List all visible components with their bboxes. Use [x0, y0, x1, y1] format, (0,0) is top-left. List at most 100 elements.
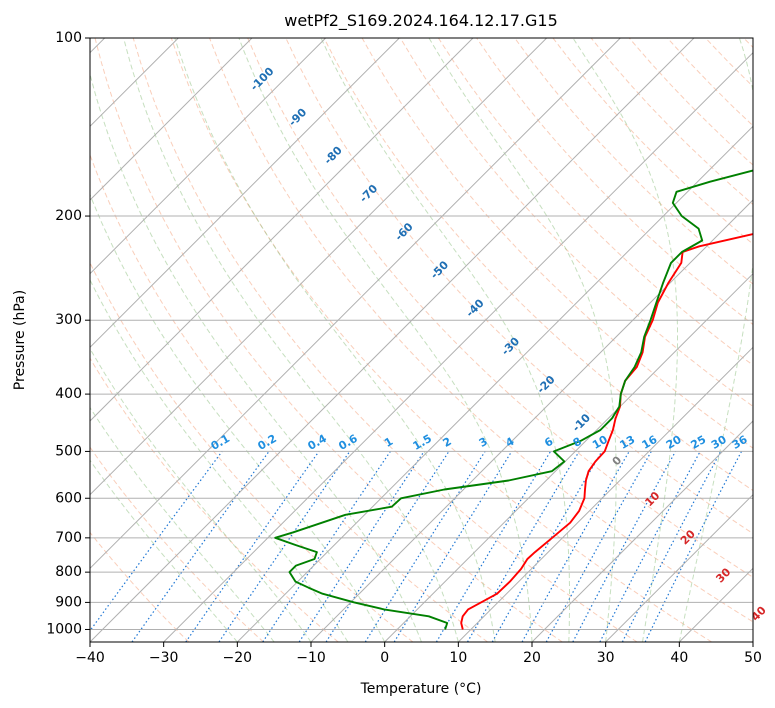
dry-adiabat	[743, 38, 753, 49]
moist-adiabat	[90, 406, 275, 642]
temperature-profile-line	[460, 233, 753, 630]
y-tick-label: 300	[55, 312, 82, 328]
moist-adiabat	[572, 38, 678, 642]
mixing-ratio-label: 36	[730, 433, 750, 452]
x-tick-label: −30	[149, 650, 179, 666]
moist-adiabat	[90, 459, 238, 642]
x-tick-label: −20	[223, 650, 253, 666]
isopleth-labels: -100-90-80-70-60-50-40-30-20-10010203040…	[209, 65, 769, 624]
isotherm-label: 10	[642, 489, 662, 509]
dry-adiabat	[590, 38, 753, 206]
isotherm-label: -60	[392, 220, 415, 243]
moist-adiabat	[238, 38, 533, 642]
dry-adiabat	[247, 38, 753, 578]
isotherm-line	[752, 641, 753, 642]
dewpoint-profile-line	[274, 169, 753, 630]
isotherm-line	[236, 125, 753, 642]
moist-adiabat	[90, 72, 422, 642]
moist-adiabat	[90, 278, 349, 642]
isotherm-line	[90, 38, 327, 275]
moist-adiabat	[428, 38, 617, 642]
dry-adiabat	[90, 531, 190, 642]
mixing-ratio-label: 10	[590, 433, 610, 452]
dry-adiabat	[90, 357, 339, 642]
isotherm-label: -100	[248, 65, 277, 94]
x-axis-label: Temperature (°C)	[360, 681, 482, 697]
isotherm-line	[90, 38, 400, 349]
dry-adiabat	[209, 38, 753, 623]
moist-adiabat	[320, 38, 570, 642]
mixing-ratio-line	[393, 451, 513, 642]
y-tick-label: 800	[55, 564, 82, 580]
mixing-ratio-label: 13	[618, 433, 638, 452]
dry-adiabat	[514, 38, 753, 285]
isotherm-label: -30	[499, 335, 522, 358]
isotherm-label: -10	[570, 411, 593, 434]
mixing-ratio-line	[218, 451, 351, 642]
mixing-ratio-line	[262, 451, 391, 642]
mixing-ratio-label: 8	[571, 435, 584, 450]
x-tick-label: 40	[670, 650, 688, 666]
y-tick-label: 700	[55, 530, 82, 546]
isotherm-line	[531, 420, 753, 642]
isotherm-line	[605, 493, 753, 642]
dry-adiabat	[90, 153, 488, 642]
mixing-ratio-label: 16	[640, 433, 660, 452]
y-tick-label: 900	[55, 594, 82, 610]
dry-adiabat	[170, 38, 712, 642]
background-lines	[90, 38, 753, 642]
plot-frame	[89, 37, 754, 643]
isotherm-line	[384, 272, 753, 642]
y-tick-label: 500	[55, 443, 82, 459]
y-tick-label: 100	[55, 30, 82, 46]
y-tick-label: 200	[55, 208, 82, 224]
mixing-ratio-line	[521, 451, 630, 642]
dry-adiabat	[90, 446, 264, 642]
dry-adiabat	[323, 38, 753, 492]
isotherm-line	[457, 346, 753, 642]
x-tick-label: −10	[296, 650, 326, 666]
x-tick-label: 30	[597, 650, 615, 666]
moist-adiabat	[90, 347, 312, 642]
isotherm-line	[90, 38, 253, 201]
mixing-ratio-line	[90, 451, 223, 632]
x-tick-label: 20	[523, 650, 541, 666]
isotherm-label: -80	[322, 144, 345, 167]
isotherm-label: -20	[534, 373, 557, 396]
dry-adiabat	[399, 38, 753, 408]
mixing-ratio-line	[545, 451, 652, 642]
mixing-ratio-line	[644, 451, 743, 642]
x-tick-label: 50	[744, 650, 762, 666]
isotherm-line	[90, 38, 621, 570]
isotherm-label: 30	[713, 565, 733, 585]
isotherm-label: -40	[463, 296, 486, 319]
mixing-ratio-label: 3	[477, 435, 490, 450]
profile-series	[274, 169, 753, 630]
mixing-ratio-label: 0.1	[209, 432, 232, 453]
moist-adiabat	[174, 38, 496, 642]
isotherm-line	[678, 567, 753, 642]
dry-adiabat	[94, 38, 563, 642]
isotherm-line	[90, 38, 474, 422]
y-axis-label: Pressure (hPa)	[12, 290, 28, 390]
mixing-ratio-line	[298, 451, 425, 642]
mixing-ratio-label: 2	[441, 435, 454, 450]
moist-adiabat	[123, 38, 459, 642]
y-tick-label: 600	[55, 490, 82, 506]
mixing-ratio-label: 25	[689, 433, 709, 452]
x-tick-label: 10	[449, 650, 467, 666]
mixing-ratio-label: 20	[664, 433, 684, 452]
y-tick-label: 400	[55, 386, 82, 402]
dry-adiabat	[705, 38, 753, 88]
chart-title: wetPf2_S169.2024.164.12.17.G15	[284, 11, 558, 31]
moist-adiabat	[90, 193, 386, 642]
isotherm-label: 0	[610, 453, 625, 468]
x-tick-label: −40	[75, 650, 105, 666]
isotherm-line	[310, 199, 753, 642]
isotherm-line	[90, 38, 695, 642]
mixing-ratio-line	[325, 451, 450, 642]
mixing-ratio-label: 1	[382, 435, 395, 450]
isotherm-line	[90, 38, 548, 496]
mixing-ratio-line	[435, 451, 552, 642]
